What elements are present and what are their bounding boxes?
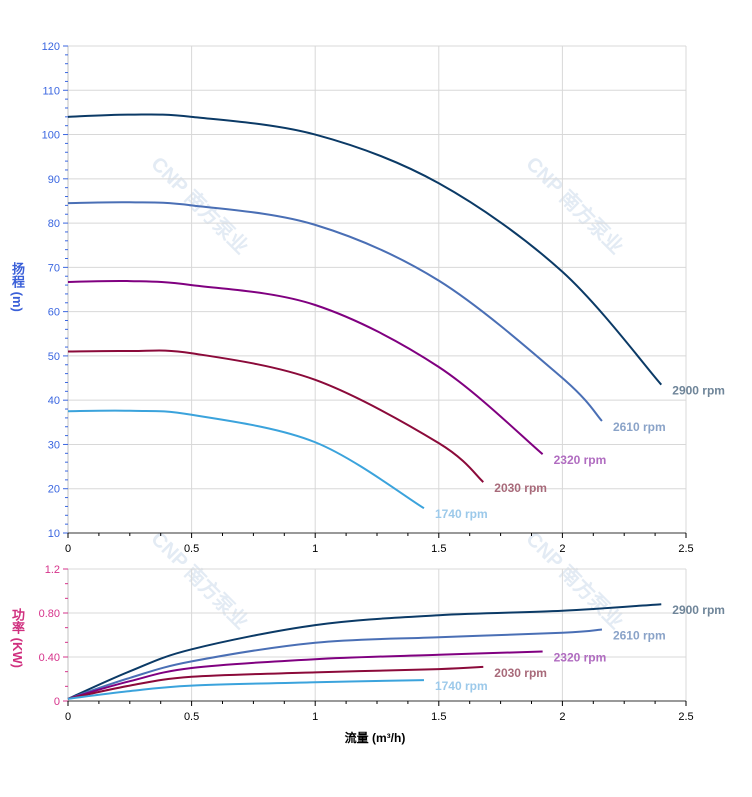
- power-x-tick-label: 0: [65, 711, 71, 723]
- head-x-tick-label: 1.5: [431, 543, 446, 555]
- power-x-tick-label: 1.5: [431, 711, 446, 723]
- head-y-tick-label: 40: [48, 395, 60, 407]
- head-y-tick-label: 110: [42, 85, 60, 97]
- head-series-line: [67, 349, 484, 483]
- power-series-line: [67, 665, 484, 700]
- power-series-line: [67, 679, 424, 700]
- power-x-tick-label: 2: [559, 711, 565, 723]
- head-series-line: [67, 279, 544, 455]
- head-y-tick-label: 100: [42, 130, 60, 142]
- head-y-tick-label: 80: [48, 218, 60, 230]
- head-y-tick-label: 20: [48, 484, 60, 496]
- head-axis-label: 扬程 (m): [10, 262, 25, 312]
- power-series-label: 2320 rpm: [554, 651, 607, 665]
- power-x-tick-label: 1: [312, 711, 318, 723]
- power-series-line: [67, 603, 662, 700]
- head-series-label: 2900 rpm: [672, 384, 725, 398]
- watermark-logo: CNP 南方泵业: [521, 152, 628, 259]
- power-x-tick-label: 2.5: [678, 711, 693, 723]
- head-x-tick-label: 0: [65, 543, 71, 555]
- power-y-tick-label: 0: [54, 696, 60, 708]
- head-y-tick-label: 60: [48, 307, 60, 319]
- head-x-tick-label: 2.5: [678, 543, 693, 555]
- head-y-tick-label: 70: [48, 262, 60, 274]
- head-series-line: [67, 113, 663, 386]
- head-y-tick-label: 50: [48, 351, 60, 363]
- head-y-tick-label: 120: [42, 41, 60, 53]
- power-series-line: [67, 650, 543, 700]
- power-x-tick-label: 0.5: [184, 711, 199, 723]
- head-series-label: 2320 rpm: [554, 453, 607, 467]
- watermark-logo: CNP 南方泵业: [146, 527, 253, 634]
- head-y-tick-label: 10: [48, 528, 60, 540]
- head-x-tick-label: 1: [312, 543, 318, 555]
- power-series-label: 2900 rpm: [672, 603, 725, 617]
- power-axis-label: 功率 (KW): [10, 608, 25, 668]
- head-x-tick-label: 2: [559, 543, 565, 555]
- head-series-label: 2610 rpm: [613, 420, 666, 434]
- head-series-line: [67, 409, 425, 510]
- watermark-logo: CNP 南方泵业: [146, 152, 253, 259]
- head-series-label: 1740 rpm: [435, 507, 488, 521]
- watermark-logo: CNP 南方泵业: [521, 527, 628, 634]
- power-series-label: 2030 rpm: [494, 666, 547, 680]
- power-y-tick-label: 0.40: [39, 652, 60, 664]
- power-y-tick-label: 0.80: [39, 608, 60, 620]
- power-series-line: [67, 628, 603, 700]
- head-series-label: 2030 rpm: [494, 481, 547, 495]
- x-axis-label: 流量 (m³/h): [344, 731, 406, 745]
- head-y-tick-label: 30: [48, 439, 60, 451]
- power-y-tick-label: 1.2: [45, 564, 60, 576]
- head-y-tick-label: 90: [48, 174, 60, 186]
- head-x-tick-label: 0.5: [184, 543, 199, 555]
- power-series-label: 2610 rpm: [613, 629, 666, 643]
- power-series-label: 1740 rpm: [435, 679, 488, 693]
- head-series-line: [67, 201, 603, 422]
